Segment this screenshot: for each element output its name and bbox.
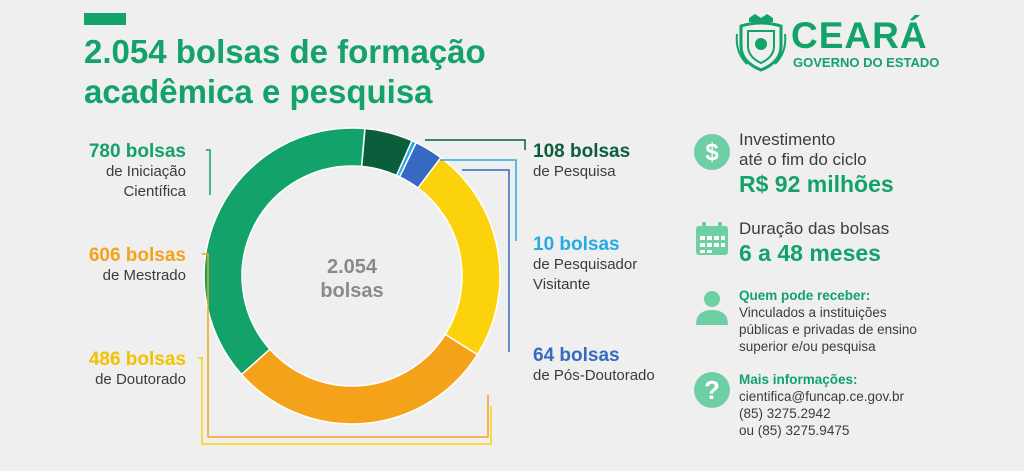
slice-desc-label: de Pesquisa [533,163,616,180]
who-heading: Quem pode receber: [739,288,871,303]
slice-doutorado [416,156,501,356]
more-text: cientifica@funcap.ce.gov.br (85) 3275.29… [739,389,905,438]
slice-value-label: 10 bolsas [533,234,620,255]
leader-line [462,169,510,352]
label-iniciacao: 780 bolsas de Iniciação Científica [89,141,186,202]
dollar-icon: $ [694,134,730,170]
slice-desc-label: de Pesquisador Visitante [533,256,638,293]
label-pesquisa: 108 bolsas de Pesquisa [533,141,630,182]
label-pesquisador-visitante: 10 bolsas de Pesquisador Visitante [533,234,637,295]
slice-value-label: 486 bolsas [88,349,186,370]
slice-value-label: 64 bolsas [533,345,620,366]
who-info: Quem pode receber: Vinculados a institui… [739,287,917,355]
label-mestrado: 606 bolsas de Mestrado [89,245,186,286]
more-heading: Mais informações: [739,372,858,387]
person-icon [696,291,728,325]
leader-line [425,139,526,150]
slice-value-label: 108 bolsas [533,141,631,162]
investment-info: Investimento até o fim do ciclo R$ 92 mi… [739,130,894,198]
leader-line [198,357,492,445]
investment-value: R$ 92 milhões [739,171,894,197]
coat-of-arms-icon [735,14,787,72]
duration-label: Duração das bolsas [739,219,890,238]
leader-line [206,149,211,195]
page-title: 2.054 bolsas de formação acadêmica e pes… [84,33,486,110]
slice-value-label: 780 bolsas [88,141,186,162]
slice-desc-label: de Mestrado [102,267,186,284]
who-text: Vinculados a instituições públicas e pri… [739,305,917,354]
more-info: Mais informações: cientifica@funcap.ce.g… [739,371,904,439]
ceara-logo: CEARÁ GOVERNO DO ESTADO [735,12,945,72]
logo-name: CEARÁ [791,15,928,56]
slice-iniciacao-cientifica [203,127,366,376]
svg-text:?: ? [704,375,720,405]
investment-label: Investimento até o fim do ciclo [739,130,867,169]
slice-value-label: 606 bolsas [88,245,186,266]
logo-subtitle: GOVERNO DO ESTADO [793,55,940,70]
calendar-icon [696,222,728,255]
duration-info: Duração das bolsas 6 a 48 meses [739,219,889,267]
slice-mestrado [240,333,479,425]
duration-value: 6 a 48 meses [739,240,881,266]
leader-line [440,159,517,241]
svg-text:$: $ [705,139,719,166]
leader-line [202,253,489,438]
accent-bar [84,13,126,25]
label-pos-doutorado: 64 bolsas de Pós-Doutorado [533,345,655,386]
slice-desc-label: de Pós-Doutorado [533,367,655,384]
center-total-unit: bolsas [320,280,383,302]
center-total-value: 2.054 [327,256,378,278]
slice-desc-label: de Doutorado [95,371,186,388]
slice-desc-label: de Iniciação Científica [105,163,186,200]
question-icon: ? [694,372,730,408]
label-doutorado: 486 bolsas de Doutorado [89,349,186,390]
